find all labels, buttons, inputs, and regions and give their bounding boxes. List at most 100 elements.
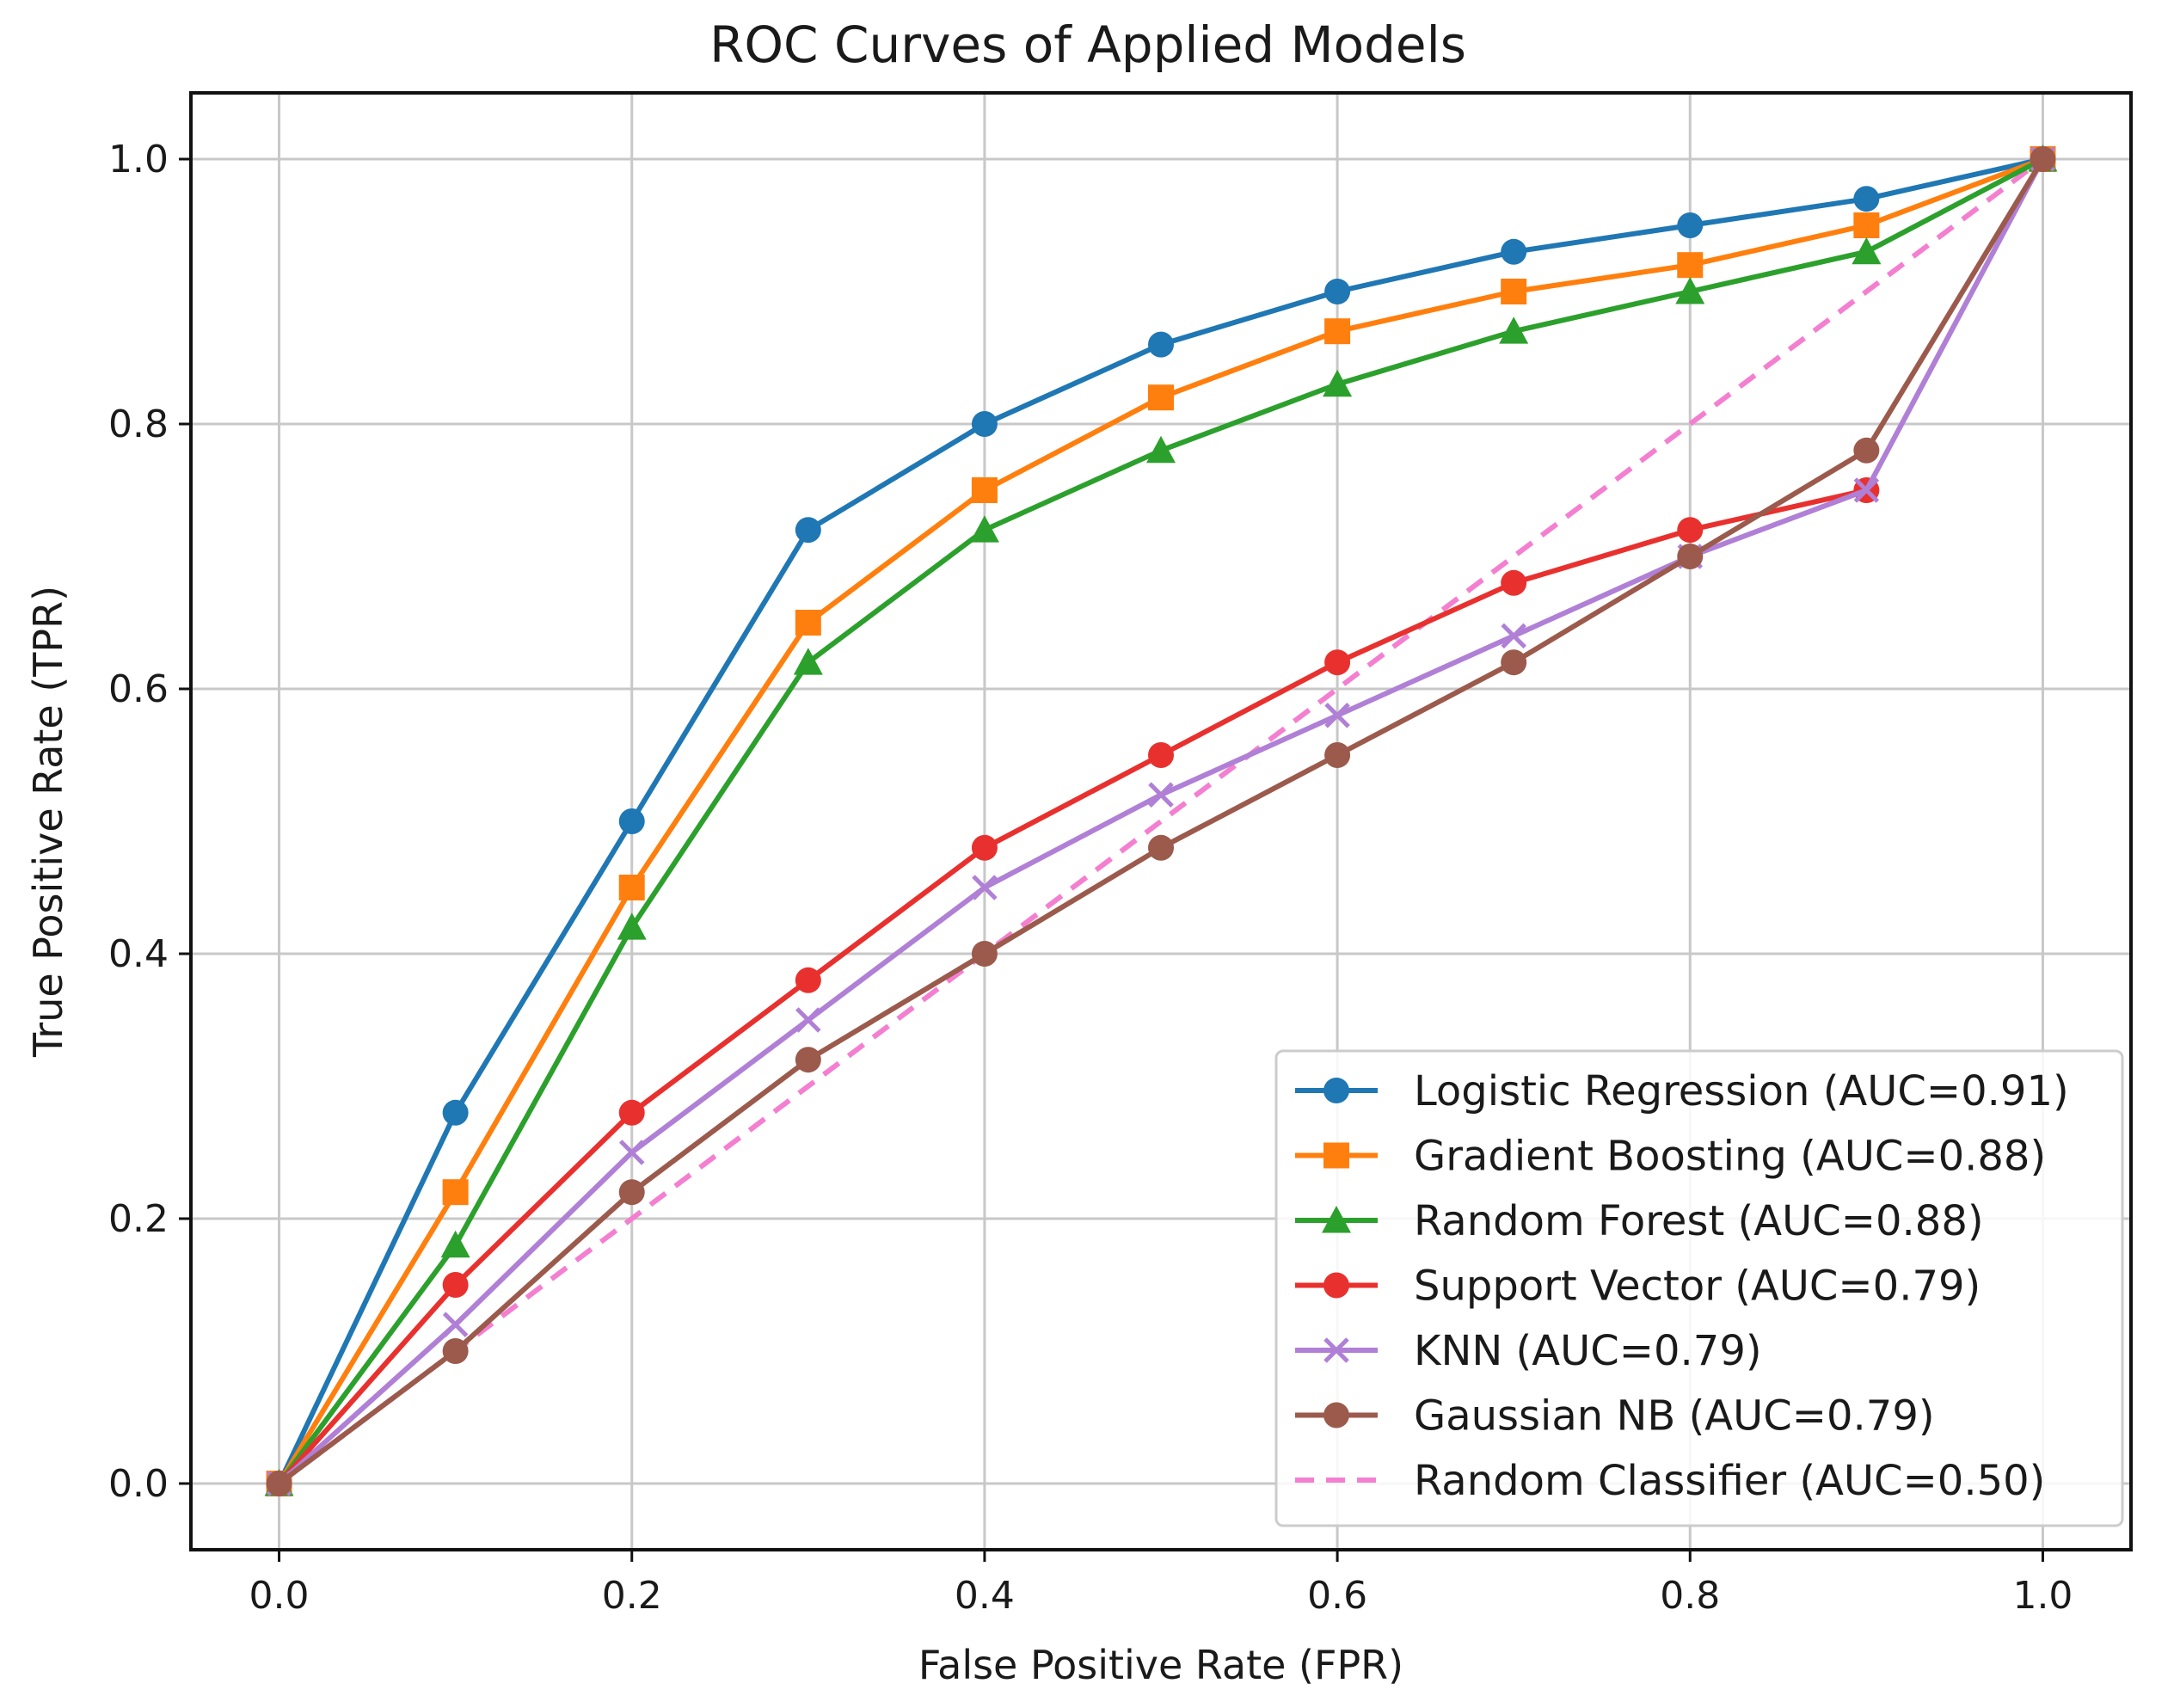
data-point [795,517,821,544]
data-point [795,967,821,993]
data-point [971,411,998,437]
data-point [795,1047,821,1073]
legend-item: Logistic Regression (AUC=0.91) [1295,1067,2069,1115]
data-point [1148,782,1174,808]
data-point [1324,318,1351,345]
legend: Logistic Regression (AUC=0.91) Gradient B… [1274,1049,2124,1527]
legend-item: Support Vector (AUC=0.79) [1295,1263,1981,1311]
y-tick-label: 0.8 [108,402,169,446]
data-point [1677,252,1704,279]
data-point [618,875,645,900]
data-point [617,912,647,940]
series-layer [264,144,2058,1496]
data-point [618,1140,645,1165]
y-axis-label: True Positive Rate (TPR) [25,586,71,1058]
series-1 [266,146,2056,1496]
legend-marker [1323,1142,1349,1169]
legend-marker [1322,1206,1351,1233]
data-point [442,1338,469,1364]
x-tick-label: 0.6 [1307,1574,1367,1618]
data-point [442,1272,469,1298]
legend-label: Gradient Boosting (AUC=0.88) [1414,1133,2046,1181]
x-tick-label: 0.2 [602,1574,662,1618]
data-point [1675,277,1705,304]
legend-item: Random Forest (AUC=0.88) [1295,1197,1984,1245]
data-point [618,1179,645,1206]
data-point [1146,435,1176,464]
data-point [1499,316,1529,344]
data-point [1324,703,1350,728]
legend-item: Random Classifier (AUC=0.50) [1295,1457,2045,1505]
data-point [971,834,998,861]
y-axis-ticks: 0.0 0.2 0.4 0.6 0.8 1.0 [108,138,191,1506]
legend-item: Gaussian NB (AUC=0.79) [1295,1392,1935,1441]
legend-label: Support Vector (AUC=0.79) [1414,1263,1981,1311]
data-point [1148,331,1174,358]
data-point [1148,834,1174,861]
data-point [442,1099,469,1126]
legend-label: Gaussian NB (AUC=0.79) [1414,1392,1935,1441]
data-point [1501,279,1527,304]
x-tick-label: 1.0 [2012,1574,2073,1618]
data-point [440,1230,470,1258]
data-point [1677,517,1704,544]
series-line [277,488,1868,1485]
x-axis-label: False Positive Rate (FPR) [918,1642,1403,1688]
data-point [1501,649,1527,676]
legend-marker [1323,1272,1349,1299]
legend-item: Gradient Boosting (AUC=0.88) [1295,1133,2046,1181]
data-point [1853,477,1880,503]
x-tick-label: 0.0 [249,1574,310,1618]
data-point [1852,237,1882,265]
data-point [1853,212,1880,238]
data-point [1853,186,1880,212]
data-point [1323,369,1353,397]
y-tick-label: 0.0 [108,1462,169,1506]
series-5 [266,146,2056,1496]
data-point [795,610,821,636]
data-point [972,875,998,900]
data-point [1324,742,1351,768]
plot-frame [189,91,2133,1551]
data-point [971,941,998,967]
legend-marker [1323,1078,1349,1103]
legend-item: KNN (AUC=0.79) [1295,1327,1762,1375]
y-tick-label: 0.2 [108,1197,169,1241]
grid [191,93,2131,1550]
reference-line-layer [277,157,2045,1486]
data-point [2030,146,2056,172]
data-point [1677,212,1704,238]
data-point [442,1312,469,1337]
data-point [618,1099,645,1126]
data-point [266,1471,292,1496]
data-point [795,1007,821,1033]
series-6 [277,157,2045,1486]
legend-label: Random Forest (AUC=0.88) [1414,1197,1984,1245]
data-point [1148,742,1174,768]
legend-label: Logistic Regression (AUC=0.91) [1414,1067,2069,1115]
legend-label: Random Classifier (AUC=0.50) [1414,1457,2045,1505]
data-point [1677,544,1704,569]
data-point [618,808,645,834]
data-point [1501,238,1527,265]
legend-label: KNN (AUC=0.79) [1414,1327,1762,1375]
data-point [1501,569,1527,596]
data-point [1501,623,1526,649]
legend-marker [1323,1402,1349,1428]
chart-title: ROC Curves of Applied Models [709,15,1466,74]
data-point [969,515,999,543]
y-tick-label: 0.6 [108,667,169,711]
x-tick-label: 0.8 [1660,1574,1720,1618]
data-point [1853,437,1880,464]
data-point [1148,384,1174,411]
legend-marker [1323,1337,1349,1363]
series-line [277,157,2045,1486]
data-point [1324,279,1351,304]
data-point [1324,649,1351,676]
data-point [971,477,998,503]
data-point [442,1179,469,1206]
y-tick-label: 1.0 [108,138,169,181]
legend-box [1274,1049,2124,1527]
